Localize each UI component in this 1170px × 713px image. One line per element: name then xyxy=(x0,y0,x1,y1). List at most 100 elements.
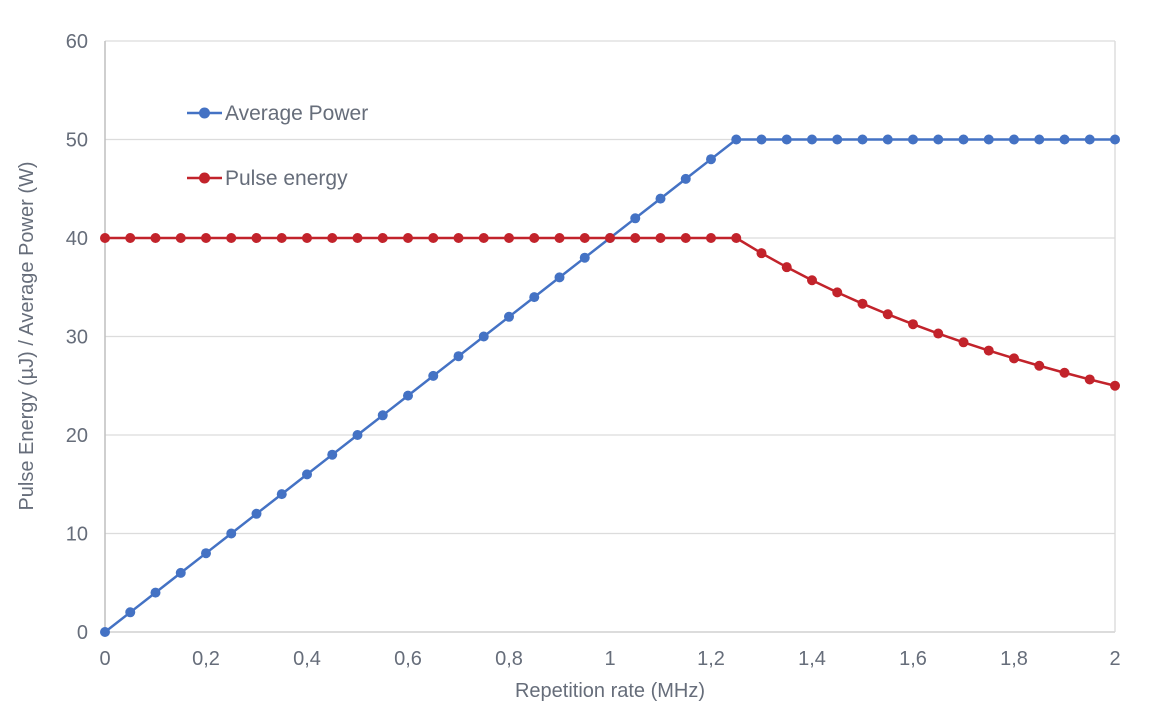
data-point xyxy=(857,134,868,145)
data-point xyxy=(1059,367,1070,378)
data-point xyxy=(226,528,237,539)
y-tick-label: 50 xyxy=(66,130,88,152)
x-tick-label: 0,6 xyxy=(394,648,422,670)
data-point xyxy=(150,233,161,243)
data-point xyxy=(655,233,666,243)
gridlines xyxy=(104,40,1116,633)
y-tick-label: 10 xyxy=(66,524,88,546)
x-tick-label: 0,2 xyxy=(192,648,220,670)
y-axis-tick-labels: 0 10 20 30 40 50 60 xyxy=(66,31,88,644)
data-point xyxy=(706,233,716,243)
data-point xyxy=(983,345,994,356)
data-point xyxy=(1084,374,1095,385)
data-point xyxy=(529,292,540,303)
data-point xyxy=(302,469,312,480)
x-tick-label: 0,8 xyxy=(495,648,523,670)
data-point xyxy=(478,331,489,342)
data-point xyxy=(428,233,439,243)
y-tick-label: 0 xyxy=(77,622,88,644)
data-point xyxy=(377,410,388,421)
data-point xyxy=(352,430,363,440)
data-point xyxy=(175,567,186,578)
data-point xyxy=(403,233,413,243)
legend: Average Power Pulse energy xyxy=(187,102,368,190)
data-point xyxy=(125,233,136,243)
data-point xyxy=(226,233,237,243)
data-point xyxy=(478,233,489,243)
data-point xyxy=(933,134,944,145)
data-point xyxy=(706,154,716,165)
data-point xyxy=(1034,360,1045,371)
data-point xyxy=(731,233,742,243)
legend-item-pulse-energy: Pulse energy xyxy=(187,167,348,190)
y-tick-label: 40 xyxy=(66,228,88,250)
legend-marker-pulse-energy xyxy=(199,172,210,184)
data-point xyxy=(453,351,464,362)
data-point xyxy=(781,134,792,145)
data-point xyxy=(630,233,641,243)
data-point xyxy=(504,311,514,322)
data-point xyxy=(781,262,792,273)
data-point xyxy=(504,233,514,243)
data-point xyxy=(1059,134,1070,145)
data-point xyxy=(251,233,262,243)
data-point xyxy=(100,233,110,243)
legend-label-average-power: Average Power xyxy=(225,102,368,125)
data-point xyxy=(1009,134,1019,145)
data-point xyxy=(529,233,540,243)
series-average-power xyxy=(100,134,1120,637)
data-point xyxy=(933,328,944,339)
data-point xyxy=(832,287,843,298)
data-point xyxy=(882,309,893,320)
data-point xyxy=(327,233,338,243)
data-point xyxy=(453,233,464,243)
data-point xyxy=(554,272,565,283)
x-tick-label: 2 xyxy=(1109,648,1120,670)
data-point xyxy=(857,298,868,309)
data-point xyxy=(251,508,262,519)
data-point xyxy=(807,275,817,286)
legend-marker-average-power xyxy=(199,107,210,119)
data-point xyxy=(882,134,893,145)
x-tick-label: 1,6 xyxy=(899,648,927,670)
data-point xyxy=(403,390,413,401)
legend-item-average-power: Average Power xyxy=(187,102,368,125)
data-point xyxy=(731,134,742,145)
x-axis-title: Repetition rate (MHz) xyxy=(515,680,705,702)
data-point xyxy=(908,134,918,145)
data-point xyxy=(100,627,110,637)
data-point xyxy=(302,233,312,243)
data-point xyxy=(630,213,641,224)
data-point xyxy=(276,489,287,500)
y-tick-label: 30 xyxy=(66,327,88,349)
data-point xyxy=(1009,353,1019,364)
data-point xyxy=(276,233,287,243)
x-tick-label: 0 xyxy=(99,648,110,670)
y-tick-label: 60 xyxy=(66,31,88,53)
data-point xyxy=(680,173,691,184)
data-point xyxy=(832,134,843,145)
data-point xyxy=(201,233,211,243)
data-point xyxy=(908,319,918,330)
y-axis-title: Pulse Energy (µJ) / Average Power (W) xyxy=(16,161,38,510)
data-point xyxy=(1110,134,1120,145)
data-point xyxy=(680,233,691,243)
series-pulse-energy xyxy=(100,233,1120,391)
data-point xyxy=(201,548,211,559)
x-axis-tick-labels: 0 0,2 0,4 0,6 0,8 1 1,2 1,4 1,6 1,8 2 xyxy=(99,648,1120,670)
x-tick-label: 1,2 xyxy=(697,648,725,670)
data-point xyxy=(756,248,767,259)
data-point xyxy=(1034,134,1045,145)
data-point xyxy=(554,233,565,243)
data-point xyxy=(958,134,969,145)
data-point xyxy=(428,370,439,381)
data-point xyxy=(958,337,969,348)
data-point xyxy=(605,233,615,243)
series-line xyxy=(105,236,1116,387)
data-point xyxy=(125,607,136,618)
data-point xyxy=(807,134,817,145)
x-tick-label: 1,4 xyxy=(798,648,826,670)
data-point xyxy=(150,587,161,598)
